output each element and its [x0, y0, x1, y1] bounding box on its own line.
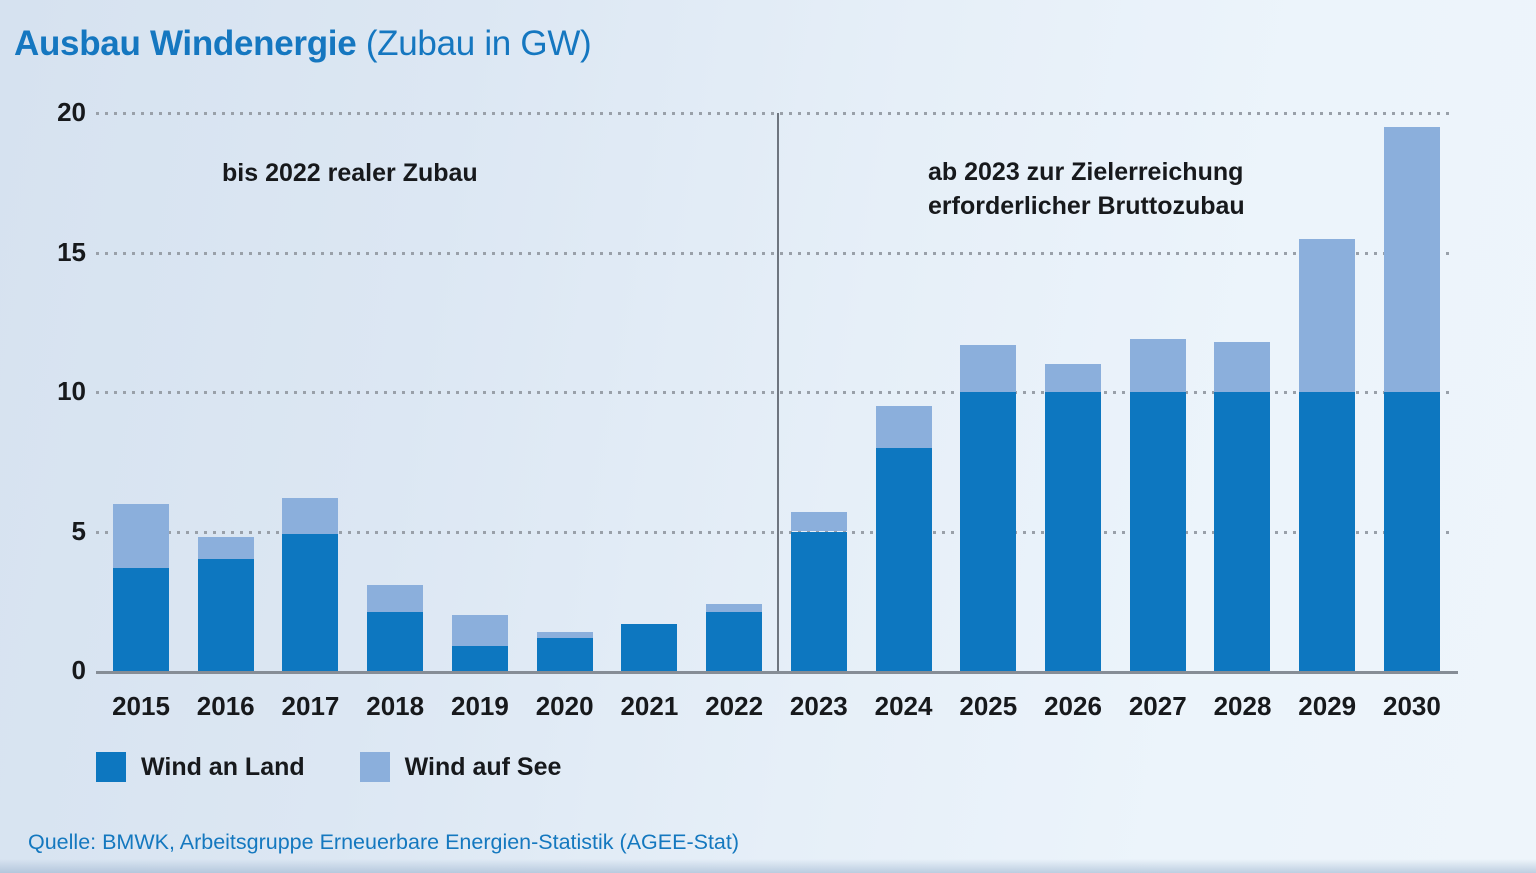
- legend: Wind an Land Wind auf See: [96, 752, 561, 782]
- bar-2030-onshore: [1383, 392, 1440, 671]
- x-axis-label-2029: 2029: [1298, 691, 1357, 721]
- x-axis-label-2027: 2027: [1128, 691, 1187, 721]
- gridline-5-gw: [96, 530, 1452, 534]
- bar-2024-onshore: [875, 447, 932, 671]
- bar-2028-onshore: [1214, 392, 1271, 671]
- x-axis-label-2019: 2019: [450, 691, 509, 721]
- x-axis-label-2017: 2017: [281, 691, 340, 721]
- annotation-left-section: bis 2022 realer Zubau: [222, 159, 478, 187]
- bar-2019-offshore: [451, 615, 508, 646]
- bar-2029-onshore: [1299, 392, 1356, 671]
- bar-2015-offshore: [113, 503, 169, 568]
- bar-2026-onshore: [1045, 392, 1102, 671]
- bar-2025-onshore: [960, 392, 1017, 671]
- x-axis-label-2023: 2023: [789, 691, 848, 721]
- bar-2022-offshore: [706, 604, 763, 613]
- bar-2017-onshore: [282, 534, 339, 671]
- bar-2025-offshore: [960, 344, 1017, 392]
- chart-title: Ausbau Windenergie (Zubau in GW): [14, 24, 592, 64]
- x-axis-label-2020: 2020: [535, 691, 594, 721]
- bar-2026-offshore: [1045, 364, 1102, 392]
- gridline-15-gw: [96, 251, 1452, 255]
- x-axis-label-2015: 2015: [112, 691, 170, 721]
- x-axis-label-2024: 2024: [874, 691, 933, 721]
- bar-2023-onshore: [790, 531, 847, 671]
- x-axis-label-2026: 2026: [1044, 691, 1102, 721]
- bar-2027-offshore: [1129, 338, 1186, 392]
- annotation-right-line2: erforderlicher Bruttozubau: [928, 192, 1245, 220]
- legend-item-onshore: Wind an Land: [96, 752, 305, 782]
- section-divider-line: [777, 113, 779, 671]
- legend-item-offshore: Wind auf See: [359, 752, 562, 782]
- bar-2017-offshore: [282, 498, 339, 535]
- y-axis-label-15: 15: [57, 236, 86, 267]
- bar-2016-onshore: [197, 559, 254, 671]
- y-axis-label-0: 0: [71, 655, 86, 685]
- bar-2023-offshore: [790, 511, 847, 532]
- x-axis-label-2022: 2022: [705, 691, 764, 721]
- x-axis-label-2028: 2028: [1213, 691, 1272, 721]
- legend-swatch-onshore: [96, 752, 126, 782]
- chart-title-main: Ausbau Windenergie: [14, 24, 357, 63]
- bottom-edge-gradient: [0, 859, 1536, 873]
- x-axis-label-2025: 2025: [959, 691, 1018, 721]
- bar-2020-onshore: [536, 637, 593, 671]
- bar-2024-offshore: [875, 405, 932, 448]
- bar-2027-onshore: [1129, 392, 1186, 671]
- x-axis-line: [96, 671, 1458, 674]
- legend-label-offshore: Wind auf See: [404, 752, 562, 781]
- x-axis-label-2030: 2030: [1383, 691, 1441, 721]
- x-axis-label-2018: 2018: [366, 691, 425, 721]
- y-axis-label-10: 10: [57, 376, 86, 406]
- source-credit: Quelle: BMWK, Arbeitsgruppe Erneuerbare …: [28, 830, 740, 854]
- bar-2015-onshore: [113, 567, 169, 671]
- bar-2022-onshore: [706, 612, 763, 671]
- x-axis-label-2021: 2021: [620, 691, 679, 721]
- bar-2018-onshore: [367, 612, 424, 671]
- bar-2018-offshore: [367, 584, 424, 613]
- bar-2029-offshore: [1299, 238, 1356, 392]
- chart-title-suffix: (Zubau in GW): [356, 24, 592, 63]
- bar-2020-offshore: [536, 631, 593, 638]
- legend-label-onshore: Wind an Land: [141, 752, 305, 781]
- bar-2019-onshore: [451, 645, 508, 671]
- gridline-20-gw: [96, 112, 1452, 115]
- y-axis-label-5: 5: [71, 515, 86, 546]
- bar-2030-offshore: [1383, 126, 1440, 392]
- bar-2016-offshore: [197, 537, 254, 560]
- gridline-10-gw: [96, 391, 1452, 394]
- bar-2021-onshore: [621, 623, 678, 671]
- annotation-right-line1: ab 2023 zur Zielerreichung: [928, 158, 1244, 186]
- legend-swatch-offshore: [359, 752, 390, 782]
- bar-2028-offshore: [1214, 341, 1271, 392]
- annotation-right-section: ab 2023 zur Zielerreichung erforderliche…: [928, 155, 1245, 223]
- x-axis-label-2016: 2016: [196, 691, 255, 721]
- y-axis-label-20: 20: [57, 97, 86, 127]
